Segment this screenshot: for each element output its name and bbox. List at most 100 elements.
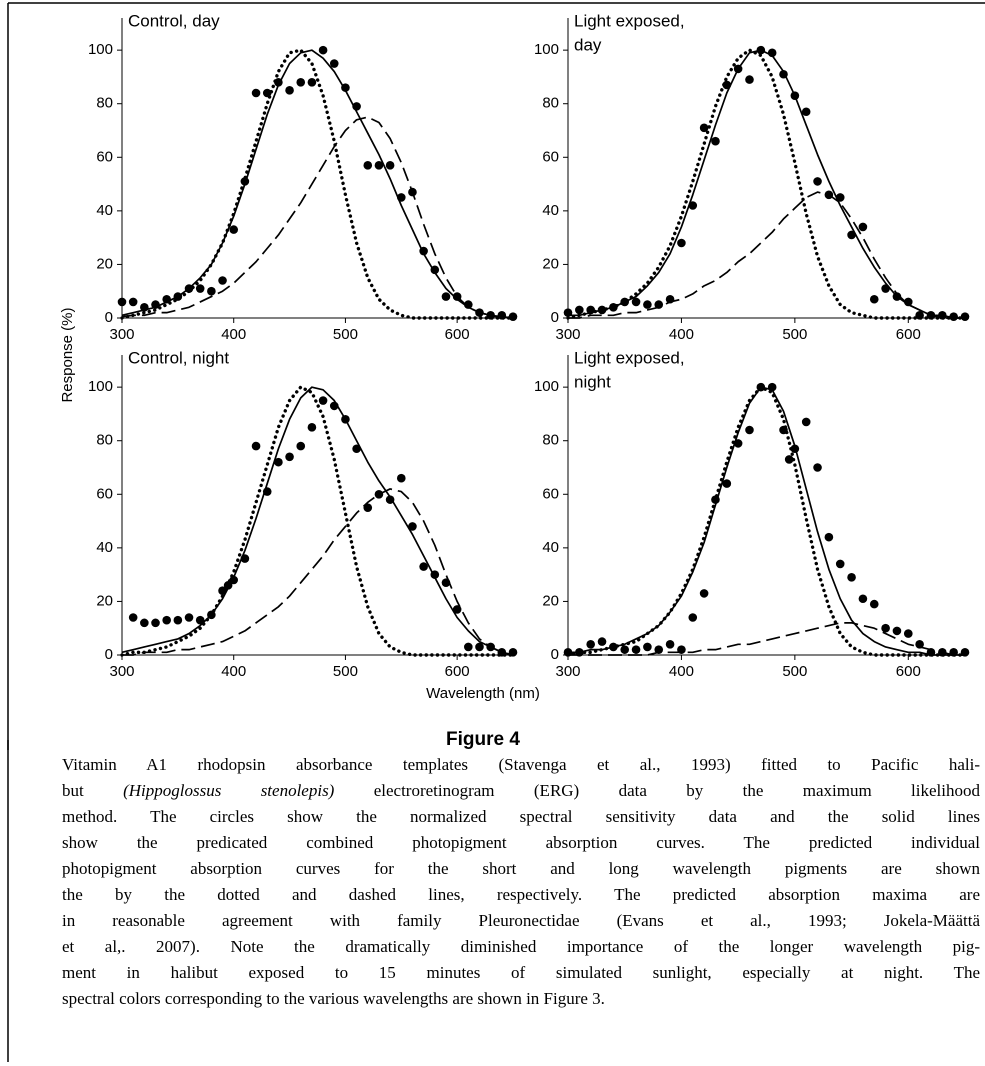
x-tick-label: 600 [445,663,470,680]
x-tick-label: 600 [445,326,470,343]
data-point [801,107,811,117]
data-point [117,297,127,307]
y-tick-label: 100 [88,41,113,58]
y-tick-label: 80 [96,95,113,112]
data-point [711,136,720,146]
data-point [620,645,630,654]
data-point [396,473,406,483]
data-point [801,417,811,427]
data-point [722,479,732,488]
panel-title: Light exposed, [574,11,685,30]
data-point [892,626,902,636]
x-tick-label: 300 [555,326,580,343]
data-point [162,615,171,625]
x-tick-label: 300 [109,663,134,680]
data-point [173,615,183,625]
data-point [329,59,339,68]
data-point [631,645,641,654]
y-tick-label: 80 [542,95,559,112]
y-tick-label: 60 [542,148,559,165]
x-tick-label: 600 [896,326,921,343]
solid-curve [568,49,965,319]
data-point [307,77,317,87]
data-point [419,562,428,571]
data-point [318,45,328,55]
data-point [643,642,652,652]
y-tick-label: 0 [105,309,113,326]
data-point [374,489,384,499]
dotted-curve [120,48,515,320]
y-tick-label: 40 [542,202,559,219]
solid-curve [121,386,514,656]
data-point [218,276,227,285]
caption-text: (Hippoglossus stenolepis) [123,781,335,800]
figure: Response (%) Wavelength (nm) Figure 4 0 2… [7,2,985,750]
x-tick-label: 500 [782,663,807,680]
caption-line: but (Hippoglossus stenolepis) electroret… [62,778,980,804]
data-point [441,292,451,301]
panel-title: Control, night [128,348,229,367]
y-tick-label: 60 [96,148,113,165]
x-tick-label: 600 [896,663,921,680]
data-point [597,637,607,646]
y-axis-label: Response (%) [59,307,76,402]
y-tick-label: 40 [96,202,113,219]
y-tick-label: 60 [96,485,113,502]
data-point [128,613,138,622]
caption-line: et al,. 2007). Note the dramatically dim… [62,937,980,956]
dotted-curve [566,48,967,320]
dashed-curve [568,622,965,656]
caption-text: electroretinogram (ERG) data by the maxi… [334,781,980,800]
panel-title: Light exposed, [574,348,685,367]
data-point [869,294,879,304]
x-tick-label: 400 [221,663,246,680]
panel-title: day [574,35,602,54]
data-point [207,286,216,296]
data-point [631,297,641,307]
x-axis-label: Wavelength (nm) [426,685,540,702]
data-point [847,230,856,240]
data-point [858,594,868,604]
data-point [251,88,261,98]
data-point [881,623,890,633]
data-point [858,222,868,232]
solid-curve [121,49,514,319]
data-point [869,599,879,609]
x-tick-label: 300 [109,326,134,343]
data-point [745,425,754,435]
caption-line: ment in halibut exposed to 15 minutes of… [62,963,980,982]
x-tick-label: 400 [669,663,694,680]
data-point [285,452,294,462]
dashed-curve [122,488,514,656]
figure-label: Figure 4 [446,729,520,750]
data-point [847,573,856,582]
y-tick-label: 80 [542,432,559,449]
y-tick-label: 80 [96,432,113,449]
data-point [296,441,306,451]
caption-line: show the predicated combined photopigmen… [62,833,980,852]
caption-line: photopigment absorption curves for the s… [62,859,980,878]
data-point [586,639,595,649]
y-tick-label: 0 [551,309,559,326]
data-point [274,457,283,467]
y-tick-label: 60 [542,485,559,502]
data-point [813,177,822,186]
data-point [184,613,194,622]
data-point [262,88,272,98]
data-point [824,532,834,542]
dotted-curve [120,385,515,657]
data-point [464,642,473,652]
caption-text: but [62,781,124,800]
data-point [784,455,794,464]
data-point [813,463,822,472]
y-tick-label: 100 [88,378,113,395]
data-point [229,225,239,234]
data-point [915,639,924,649]
data-point [643,300,652,309]
data-point [296,77,306,87]
data-point [251,441,261,451]
y-tick-label: 100 [534,378,559,395]
data-point [903,629,913,638]
panel-title: Control, day [128,11,220,30]
